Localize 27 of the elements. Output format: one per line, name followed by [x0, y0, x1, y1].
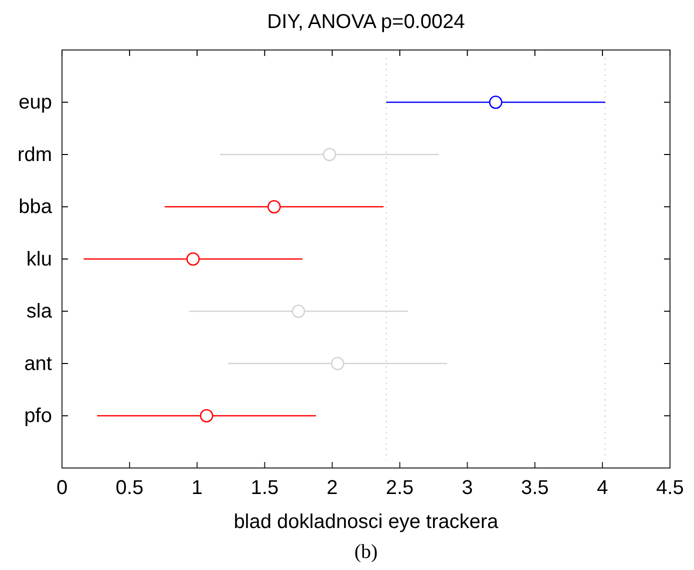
point: [489, 96, 502, 109]
y-tick-label: pfo: [24, 405, 52, 428]
point: [292, 304, 306, 318]
x-axis-title: blad dokladnosci eye trackera: [234, 511, 500, 533]
y-tick-label: ant: [24, 352, 52, 375]
x-tick-label: 1.5: [250, 477, 279, 500]
point: [200, 409, 214, 422]
x-tick-label: 1: [192, 477, 203, 500]
y-tick-label: klu: [26, 248, 52, 270]
x-tick-label: 2: [326, 477, 338, 500]
x-tick-label: 4: [596, 477, 608, 500]
x-tick-label: 3: [462, 477, 473, 500]
x-tick-label: 2.5: [386, 477, 414, 500]
point: [267, 200, 281, 214]
y-tick-label: rdm: [18, 144, 52, 166]
point: [322, 148, 336, 162]
y-tick-label: sla: [26, 300, 53, 323]
x-tick-label: 0.5: [116, 477, 144, 500]
x-tick-label: 4.5: [656, 477, 684, 500]
y-tick-label: eup: [18, 92, 52, 114]
point: [330, 356, 344, 370]
y-tick-label: bba: [18, 196, 53, 218]
text: (b): [354, 541, 378, 563]
x-tick-label: 3.5: [520, 477, 549, 500]
x-tick-label: 0: [56, 477, 68, 500]
point: [186, 252, 200, 266]
chart-title: DIY, ANOVA p=0.0024: [267, 11, 465, 33]
